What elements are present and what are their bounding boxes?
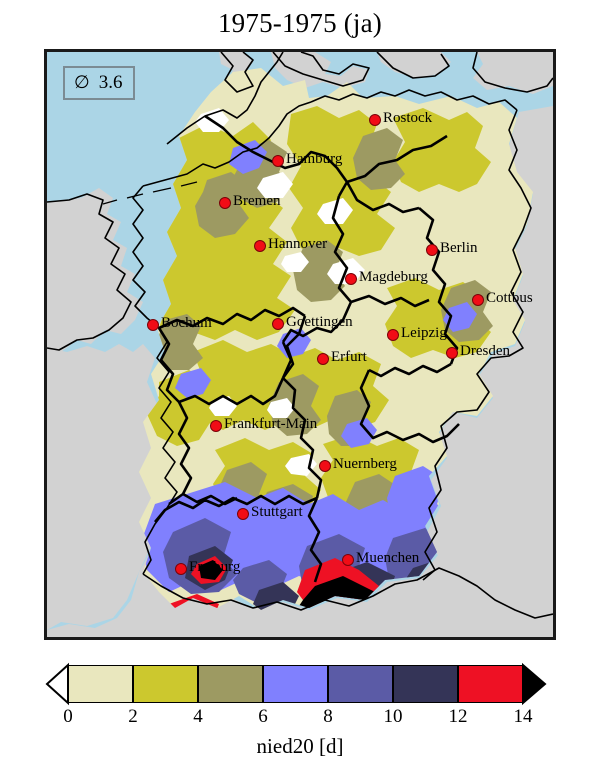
colorbar-tick-label: 8 [323,706,333,727]
colorbar-segment [458,665,523,703]
colorbar-segment [328,665,393,703]
city-dot-icon [369,114,381,126]
colorbar-segment [393,665,458,703]
city-label: Dresden [460,343,510,359]
city-label: Hannover [268,236,328,252]
city-label: Goettingen [286,314,353,330]
page-title: 1975-1975 (ja) [217,8,382,38]
city-label: Erfurt [331,349,367,365]
colorbar-tick-label: 10 [383,706,403,727]
city-label: Freiburg [189,559,241,575]
city-label: Magdeburg [359,269,428,285]
city-dot-icon [175,563,187,575]
city-dot-icon [426,244,438,256]
city-dot-icon [272,318,284,330]
colorbar-label: nied20 [d] [256,734,344,758]
city-dot-icon [219,197,231,209]
city-dot-icon [272,155,284,167]
city-dot-icon [210,420,222,432]
colorbar-segment [263,665,328,703]
city-label: Leipzig [401,325,447,341]
colorbar-tick-label: 6 [258,706,268,727]
colorbar-tick-label: 14 [513,706,533,727]
colorbar-segment [133,665,198,703]
city-dot-icon [446,347,458,359]
city-dot-icon [254,240,266,252]
city-label: Bochum [161,315,212,331]
city-label: Bremen [233,193,281,209]
colorbar-segments [45,662,547,706]
city-dot-icon [237,508,249,520]
colorbar-tick-label: 4 [193,706,203,727]
city-label: Stuttgart [251,504,303,520]
city-label: Rostock [383,110,433,126]
city-dot-icon [342,554,354,566]
colorbar-ticks: 0 2 4 6 8 10 12 14 [0,705,600,731]
city-dot-icon [345,273,357,285]
city-label: Nuernberg [333,456,397,472]
colorbar-tick-label: 0 [63,706,73,727]
colorbar: 0 2 4 6 8 10 12 14 nied20 [d] [0,662,600,780]
diameter-mean-icon: ∅ [74,72,90,92]
colorbar-tick-label: 12 [448,706,468,727]
map-canvas: ∅ 3.6 Rostock Hamburg Bremen Hannover Berlin M… [47,52,553,637]
colorbar-segment [198,665,263,703]
map-raster [47,52,553,637]
city-label: Muenchen [356,550,420,566]
city-label: Hamburg [286,151,343,167]
map-panel[interactable]: ∅ 3.6 Rostock Hamburg Bremen Hannover Berlin M… [44,49,556,640]
colorbar-segment [68,665,133,703]
city-dot-icon [319,460,331,472]
city-dot-icon [387,329,399,341]
city-label: Cottbus [486,290,533,306]
spatial-mean-value: 3.6 [98,72,123,93]
colorbar-arrow-tips [45,662,547,706]
city-dot-icon [472,294,484,306]
spatial-mean-box: ∅ 3.6 [63,66,136,100]
colorbar-tick-label: 2 [128,706,138,727]
city-dot-icon [147,319,159,331]
city-label: Berlin [440,240,478,256]
city-dot-icon [317,353,329,365]
city-label: Frankfurt-Main [224,416,318,432]
